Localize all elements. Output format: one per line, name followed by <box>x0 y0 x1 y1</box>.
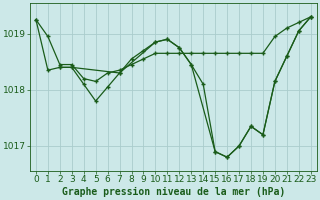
X-axis label: Graphe pression niveau de la mer (hPa): Graphe pression niveau de la mer (hPa) <box>62 187 285 197</box>
